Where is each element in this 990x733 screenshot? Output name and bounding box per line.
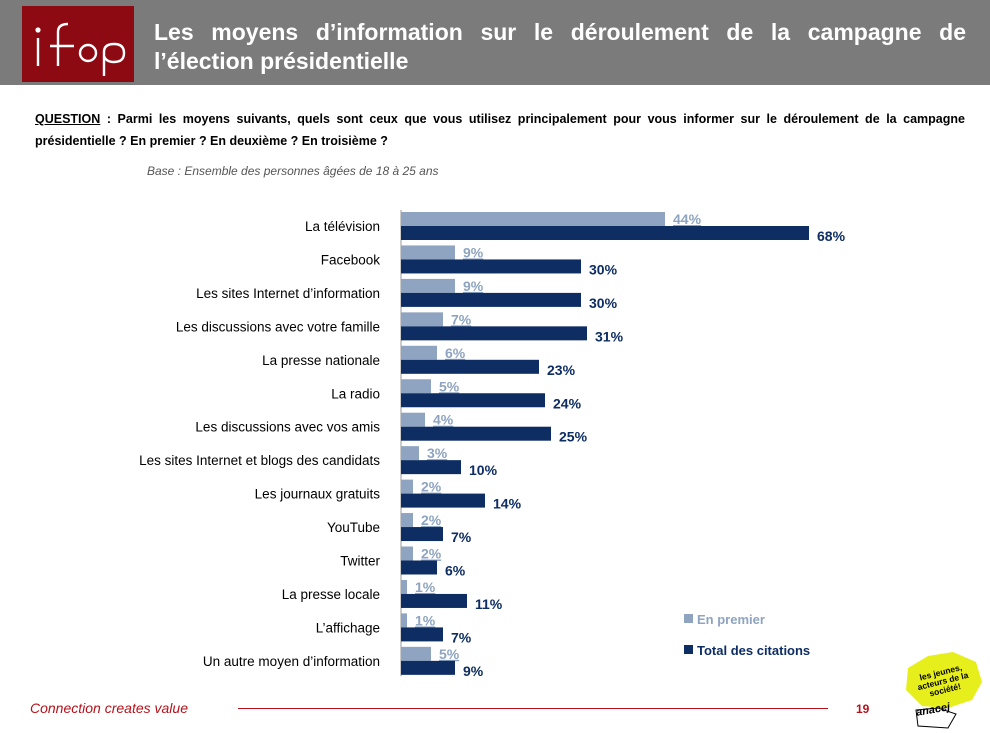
data-label-total: 68% <box>817 228 846 244</box>
category-label: Twitter <box>340 554 380 569</box>
bar-total-citations <box>401 460 461 475</box>
data-label-total: 14% <box>493 496 522 512</box>
data-label-total: 11% <box>475 596 503 612</box>
bar-en-premier <box>401 446 419 461</box>
bar-total-citations <box>401 527 443 542</box>
data-label-total: 9% <box>463 663 484 679</box>
data-label-total: 6% <box>445 563 466 579</box>
category-label: Les sites Internet et blogs des candidat… <box>139 453 380 468</box>
header-banner: Les moyens d’information sur le déroulem… <box>0 0 990 85</box>
data-label-en-premier: 5% <box>439 646 460 662</box>
data-label-en-premier: 9% <box>463 278 484 294</box>
data-label-total: 10% <box>469 462 498 478</box>
footer-divider <box>238 708 828 709</box>
bar-total-citations <box>401 493 485 508</box>
data-label-en-premier: 1% <box>415 579 436 595</box>
bar-total-citations <box>401 292 581 307</box>
question-body: : Parmi les moyens suivants, quels sont … <box>35 112 965 148</box>
bar-total-citations <box>401 426 551 441</box>
data-label-total: 25% <box>559 429 588 445</box>
category-label: La presse nationale <box>262 353 380 368</box>
data-label-en-premier: 4% <box>433 412 454 428</box>
bar-en-premier <box>401 579 407 594</box>
bar-en-premier <box>401 646 431 661</box>
data-label-total: 30% <box>589 261 618 277</box>
category-label: La télévision <box>305 219 380 234</box>
category-label: L’affichage <box>316 620 380 635</box>
data-label-en-premier: 7% <box>451 311 472 327</box>
bar-total-citations <box>401 627 443 642</box>
bar-en-premier <box>401 278 455 293</box>
category-label: Les sites Internet d’information <box>196 286 380 301</box>
data-label-en-premier: 3% <box>427 445 448 461</box>
category-label: Les discussions avec vos amis <box>195 420 380 435</box>
bar-total-citations <box>401 226 809 240</box>
legend-swatch <box>684 645 693 654</box>
bar-total-citations <box>401 560 437 575</box>
data-label-en-premier: 9% <box>463 244 484 260</box>
data-label-total: 7% <box>451 529 472 545</box>
data-label-en-premier: 2% <box>421 479 442 495</box>
ifop-logo-icon <box>35 22 126 76</box>
category-label: Les journaux gratuits <box>255 487 381 502</box>
bar-total-citations <box>401 326 587 341</box>
data-label-en-premier: 2% <box>421 512 442 528</box>
page-number: 19 <box>856 702 870 716</box>
footer-tagline: Connection creates value <box>30 700 188 716</box>
legend-label: En premier <box>697 612 765 627</box>
ifop-logo <box>22 6 134 82</box>
bar-en-premier <box>401 312 443 327</box>
bar-en-premier <box>401 345 437 360</box>
category-label: Un autre moyen d’information <box>203 654 380 669</box>
category-label: YouTube <box>327 520 380 535</box>
bar-en-premier <box>401 546 413 561</box>
data-label-en-premier: 6% <box>445 345 466 361</box>
question-text: QUESTION : Parmi les moyens suivants, qu… <box>35 108 965 152</box>
question-label: QUESTION <box>35 112 101 126</box>
bar-total-citations <box>401 593 467 608</box>
bar-total-citations <box>401 259 581 274</box>
category-label: La presse locale <box>282 587 380 602</box>
category-label: Les discussions avec votre famille <box>176 319 380 334</box>
anacej-badge-icon <box>906 652 982 729</box>
category-label: Facebook <box>321 252 381 267</box>
category-label: La radio <box>331 386 380 401</box>
data-label-total: 30% <box>589 295 618 311</box>
page-title: Les moyens d’information sur le déroulem… <box>154 19 966 74</box>
bar-en-premier <box>401 379 431 394</box>
bar-en-premier <box>401 613 407 628</box>
bar-total-citations <box>401 359 539 374</box>
bar-en-premier <box>401 479 413 494</box>
base-note: Base : Ensemble des personnes âgées de 1… <box>147 164 439 178</box>
data-label-en-premier: 5% <box>439 378 460 394</box>
bar-en-premier <box>401 412 425 427</box>
data-label-en-premier: 1% <box>415 612 436 628</box>
legend-swatch <box>684 614 693 623</box>
bar-en-premier <box>401 513 413 528</box>
bar-total-citations <box>401 393 545 408</box>
bar-en-premier <box>401 212 665 226</box>
data-label-en-premier: 2% <box>421 546 442 562</box>
data-label-en-premier: 44% <box>673 211 702 227</box>
bar-en-premier <box>401 245 455 260</box>
data-label-total: 24% <box>553 395 582 411</box>
data-label-total: 7% <box>451 629 472 645</box>
legend-label: Total des citations <box>697 643 810 658</box>
data-label-total: 31% <box>595 328 624 344</box>
data-label-total: 23% <box>547 362 576 378</box>
bar-total-citations <box>401 660 455 675</box>
